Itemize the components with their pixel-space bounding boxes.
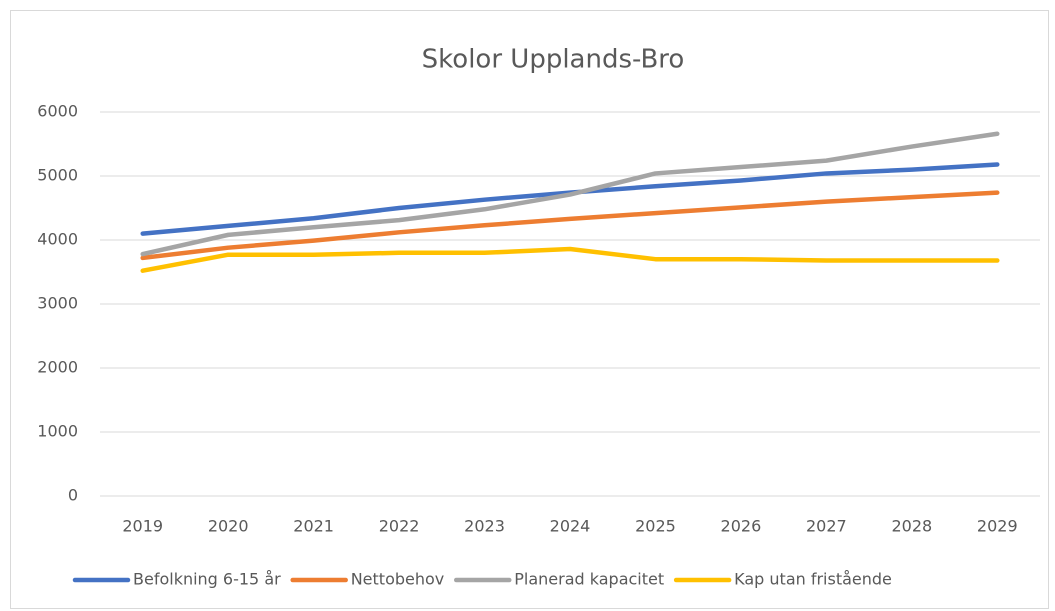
x-tick-label: 2025 bbox=[635, 517, 676, 536]
y-tick-label: 6000 bbox=[37, 102, 78, 121]
y-tick-label: 0 bbox=[68, 486, 78, 505]
x-tick-label: 2028 bbox=[891, 517, 932, 536]
chart-border bbox=[10, 10, 1049, 609]
y-tick-label: 5000 bbox=[37, 166, 78, 185]
x-tick-label: 2029 bbox=[977, 517, 1018, 536]
x-tick-label: 2020 bbox=[208, 517, 249, 536]
line-series bbox=[140, 190, 1000, 261]
x-tick-label: 2019 bbox=[122, 517, 163, 536]
x-tick-label: 2022 bbox=[379, 517, 420, 536]
y-tick-label: 1000 bbox=[37, 422, 78, 441]
legend-label: Befolkning 6-15 år bbox=[133, 570, 281, 589]
x-tick-label: 2027 bbox=[806, 517, 847, 536]
x-tick-label: 2023 bbox=[464, 517, 505, 536]
legend-label: Nettobehov bbox=[351, 570, 445, 589]
y-tick-label: 2000 bbox=[37, 358, 78, 377]
legend-label: Planerad kapacitet bbox=[514, 570, 664, 589]
chart-title: Skolor Upplands-Bro bbox=[422, 45, 685, 75]
x-tick-label: 2024 bbox=[550, 517, 591, 536]
line-series bbox=[140, 246, 1000, 273]
y-tick-label: 4000 bbox=[37, 230, 78, 249]
x-tick-label: 2026 bbox=[721, 517, 762, 536]
x-tick-label: 2021 bbox=[293, 517, 334, 536]
y-tick-label: 3000 bbox=[37, 294, 78, 313]
line-series bbox=[140, 131, 1000, 257]
legend-label: Kap utan fristående bbox=[734, 570, 892, 589]
